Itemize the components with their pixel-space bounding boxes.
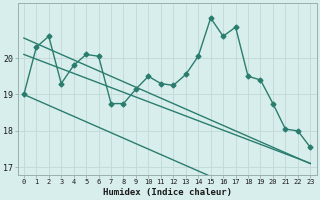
X-axis label: Humidex (Indice chaleur): Humidex (Indice chaleur) [103, 188, 232, 197]
